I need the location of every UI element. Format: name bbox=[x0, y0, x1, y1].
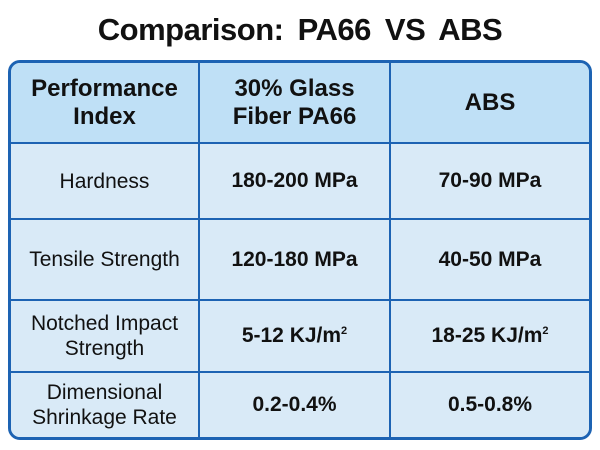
property-label: Dimensional Shrinkage Rate bbox=[32, 381, 177, 429]
row-shrinkage-pa66: 0.2-0.4% bbox=[200, 373, 391, 437]
page-title: Comparison: PA66 VS ABS bbox=[97, 12, 503, 47]
row-hardness-pa66: 180-200 MPa bbox=[200, 144, 391, 220]
row-hardness-property: Hardness bbox=[11, 144, 200, 220]
value-label: 120-180 MPa bbox=[231, 247, 358, 271]
value-label: 70-90 MPa bbox=[438, 169, 542, 192]
header-label: ABS bbox=[464, 88, 516, 116]
value-label: 0.5-0.8% bbox=[447, 393, 533, 416]
row-shrinkage-property: Dimensional Shrinkage Rate bbox=[11, 373, 200, 437]
row-tensile-abs: 40-50 MPa bbox=[391, 220, 589, 301]
unit-superscript: 2 bbox=[542, 325, 549, 337]
row-impact-pa66: 5-12 KJ/m2 bbox=[200, 301, 391, 373]
row-shrinkage-abs: 0.5-0.8% bbox=[391, 373, 589, 437]
row-hardness-abs: 70-90 MPa bbox=[391, 144, 589, 220]
value-label: 0.2-0.4% bbox=[252, 393, 337, 416]
property-label: Notched Impact Strength bbox=[30, 312, 179, 360]
property-label: Hardness bbox=[59, 169, 150, 193]
row-impact-abs: 18-25 KJ/m2 bbox=[391, 301, 589, 373]
header-pa66: 30% Glass Fiber PA66 bbox=[200, 63, 391, 144]
property-label: Tensile Strength bbox=[29, 248, 180, 271]
row-tensile-pa66: 120-180 MPa bbox=[200, 220, 391, 301]
row-tensile-property: Tensile Strength bbox=[11, 220, 200, 301]
header-label: 30% Glass Fiber PA66 bbox=[232, 74, 357, 130]
header-abs: ABS bbox=[391, 63, 589, 144]
row-impact-property: Notched Impact Strength bbox=[11, 301, 200, 373]
value-label: 18-25 KJ/m2 bbox=[431, 324, 549, 347]
unit-superscript: 2 bbox=[341, 325, 348, 337]
comparison-table: Performance Index 30% Glass Fiber PA66 A… bbox=[8, 60, 592, 440]
header-performance-index: Performance Index bbox=[11, 63, 200, 144]
value-label: 5-12 KJ/m2 bbox=[241, 324, 348, 347]
header-label: Performance Index bbox=[31, 74, 178, 130]
value-label: 40-50 MPa bbox=[438, 247, 542, 271]
value-label: 180-200 MPa bbox=[231, 169, 358, 192]
